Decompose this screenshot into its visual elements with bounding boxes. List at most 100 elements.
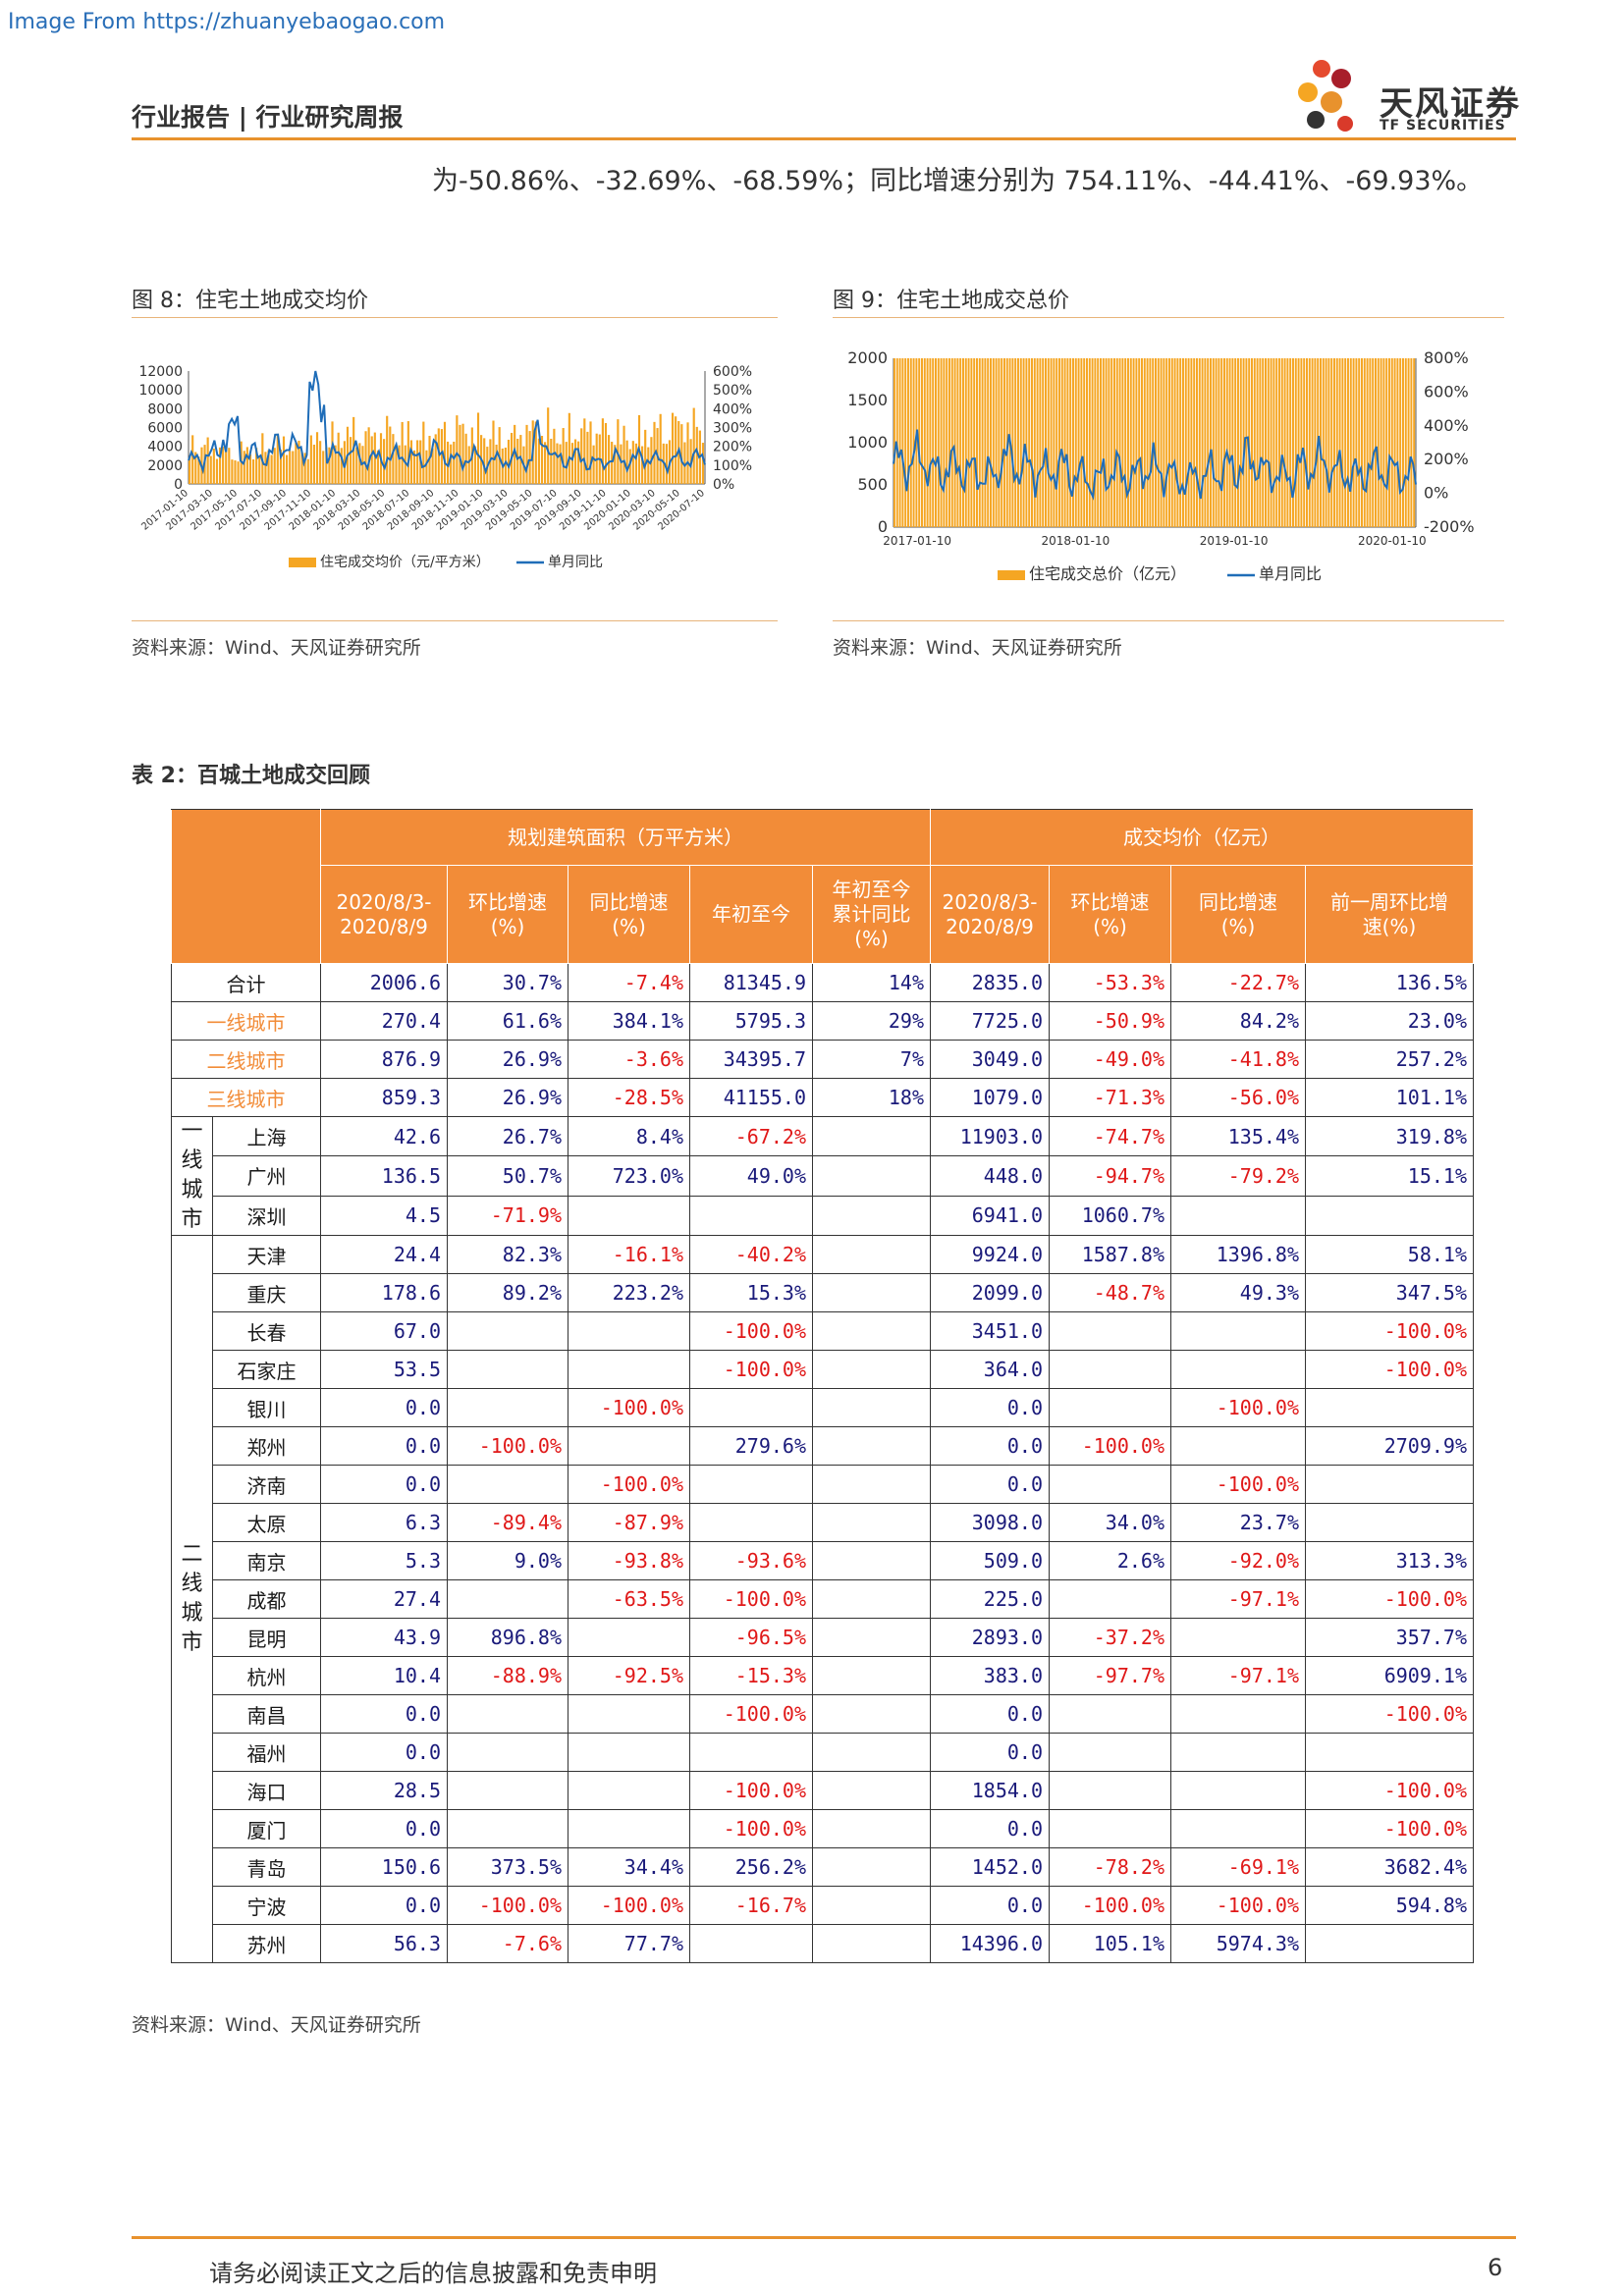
report-header-title: 行业报告 | 行业研究周报 bbox=[132, 103, 404, 132]
bar bbox=[1223, 358, 1225, 527]
table-cell: -100.0% bbox=[447, 1426, 568, 1466]
bar bbox=[1132, 358, 1135, 527]
table-cell bbox=[812, 1465, 931, 1504]
city-name: 长春 bbox=[212, 1311, 321, 1351]
table-cell: 0.0 bbox=[320, 1465, 448, 1504]
table-cell: 61.6% bbox=[447, 1001, 568, 1041]
bar bbox=[450, 444, 453, 484]
bar bbox=[568, 412, 570, 484]
bar bbox=[1251, 358, 1253, 527]
sub-header-line: 速(%) bbox=[1362, 914, 1417, 938]
table-cell bbox=[447, 1350, 568, 1389]
table-cell bbox=[1170, 1809, 1306, 1848]
y-tick-label-right: 600% bbox=[713, 364, 752, 380]
bar bbox=[1031, 358, 1033, 527]
table-cell: 256.2% bbox=[689, 1847, 813, 1887]
table-cell: 150.6 bbox=[320, 1847, 448, 1887]
bar bbox=[987, 358, 990, 527]
bar bbox=[251, 458, 255, 484]
figure-8-source: 资料来源：Wind、天风证券研究所 bbox=[132, 637, 421, 659]
bar bbox=[1325, 358, 1327, 527]
sub-header-line: 累计同比 bbox=[832, 902, 911, 926]
bar bbox=[1138, 358, 1141, 527]
bar bbox=[973, 358, 976, 527]
sub-header-line: 环比增速 bbox=[1070, 889, 1150, 914]
bar bbox=[990, 358, 992, 527]
bar bbox=[406, 421, 409, 484]
bar bbox=[544, 442, 547, 484]
table-cell: 43.9 bbox=[320, 1618, 448, 1657]
table-cell: 82.3% bbox=[447, 1235, 568, 1274]
sub-header-row: 2020/8/3- 2020/8/9 环比增速 (%) 同比增速 (%) 年初至今 年初至今累… bbox=[172, 865, 1474, 964]
table-cell bbox=[812, 1809, 931, 1848]
watermark-link[interactable]: Image From https://zhuanyebaogao.com bbox=[8, 10, 446, 34]
city-name: 成都 bbox=[212, 1579, 321, 1619]
table-cell: 135.4% bbox=[1170, 1115, 1306, 1157]
bar bbox=[1286, 358, 1289, 527]
bar bbox=[1066, 358, 1069, 527]
table-cell: -100.0% bbox=[1305, 1809, 1474, 1848]
group-label: 一线城市 bbox=[171, 1116, 213, 1236]
bar bbox=[303, 453, 306, 484]
bar bbox=[197, 456, 200, 484]
bar bbox=[904, 358, 907, 527]
bar bbox=[319, 441, 322, 484]
bar bbox=[1047, 358, 1050, 527]
table-cell bbox=[568, 1195, 690, 1237]
table-cell: 0.0 bbox=[930, 1733, 1050, 1772]
row-label: 一线城市 bbox=[171, 1001, 321, 1041]
table-cell bbox=[568, 1809, 690, 1848]
sub-header-line: (%) bbox=[1220, 914, 1256, 938]
table-cell: -97.1% bbox=[1170, 1656, 1306, 1695]
y-tick-label-left: 1500 bbox=[847, 391, 888, 409]
bar bbox=[1149, 358, 1152, 527]
bar bbox=[243, 451, 245, 484]
bar bbox=[918, 358, 921, 527]
city-name: 福州 bbox=[212, 1733, 321, 1772]
bar bbox=[1017, 358, 1019, 527]
bar bbox=[437, 428, 440, 484]
table-row: 厦门 0.0 -100.0% 0.0 -100.0% bbox=[172, 1809, 1474, 1848]
bar bbox=[686, 422, 689, 484]
sub-header-cell: 2020/8/3- 2020/8/9 bbox=[320, 865, 448, 964]
table-cell bbox=[812, 1311, 931, 1351]
bar bbox=[1039, 358, 1042, 527]
bar bbox=[901, 358, 904, 527]
intro-paragraph: 为-50.86%、-32.69%、-68.59%；同比增速分别为 754.11%… bbox=[432, 166, 1484, 196]
bar bbox=[425, 450, 428, 484]
figure-9-title: 图 9：住宅土地成交总价 bbox=[833, 289, 1069, 313]
bar bbox=[937, 358, 940, 527]
table-cell: 364.0 bbox=[930, 1350, 1050, 1389]
y-tick-label-left: 2000 bbox=[847, 348, 888, 367]
bar bbox=[586, 431, 589, 484]
table-cell: 509.0 bbox=[930, 1541, 1050, 1580]
bar bbox=[1014, 358, 1017, 527]
table-cell bbox=[1170, 1311, 1306, 1351]
table-cell: -100.0% bbox=[1170, 1465, 1306, 1504]
bar bbox=[921, 358, 923, 527]
y-tick-label-right: 200% bbox=[1424, 450, 1469, 468]
bar bbox=[573, 439, 577, 484]
bar bbox=[495, 444, 498, 484]
bar bbox=[289, 451, 292, 484]
table-cell: 6941.0 bbox=[930, 1195, 1050, 1237]
bar bbox=[692, 407, 695, 484]
table-cell: -100.0% bbox=[1305, 1694, 1474, 1734]
table-cell: 0.0 bbox=[930, 1886, 1050, 1925]
bar bbox=[461, 423, 464, 484]
table-cell bbox=[1049, 1733, 1171, 1772]
legend-label-bar: 住宅成交均价（元/平方米） bbox=[320, 554, 490, 570]
y-tick-label-right: 100% bbox=[713, 458, 752, 474]
bar bbox=[1270, 358, 1272, 527]
bar bbox=[309, 435, 312, 484]
bar bbox=[1333, 358, 1335, 527]
bar bbox=[355, 447, 358, 484]
bar bbox=[950, 358, 953, 527]
city-name: 郑州 bbox=[212, 1426, 321, 1466]
table-cell: 10.4 bbox=[320, 1656, 448, 1695]
city-name: 厦门 bbox=[212, 1809, 321, 1848]
bar bbox=[453, 441, 456, 484]
table-cell bbox=[1049, 1809, 1171, 1848]
table-cell: 6.3 bbox=[320, 1503, 448, 1542]
bar bbox=[1091, 358, 1094, 527]
